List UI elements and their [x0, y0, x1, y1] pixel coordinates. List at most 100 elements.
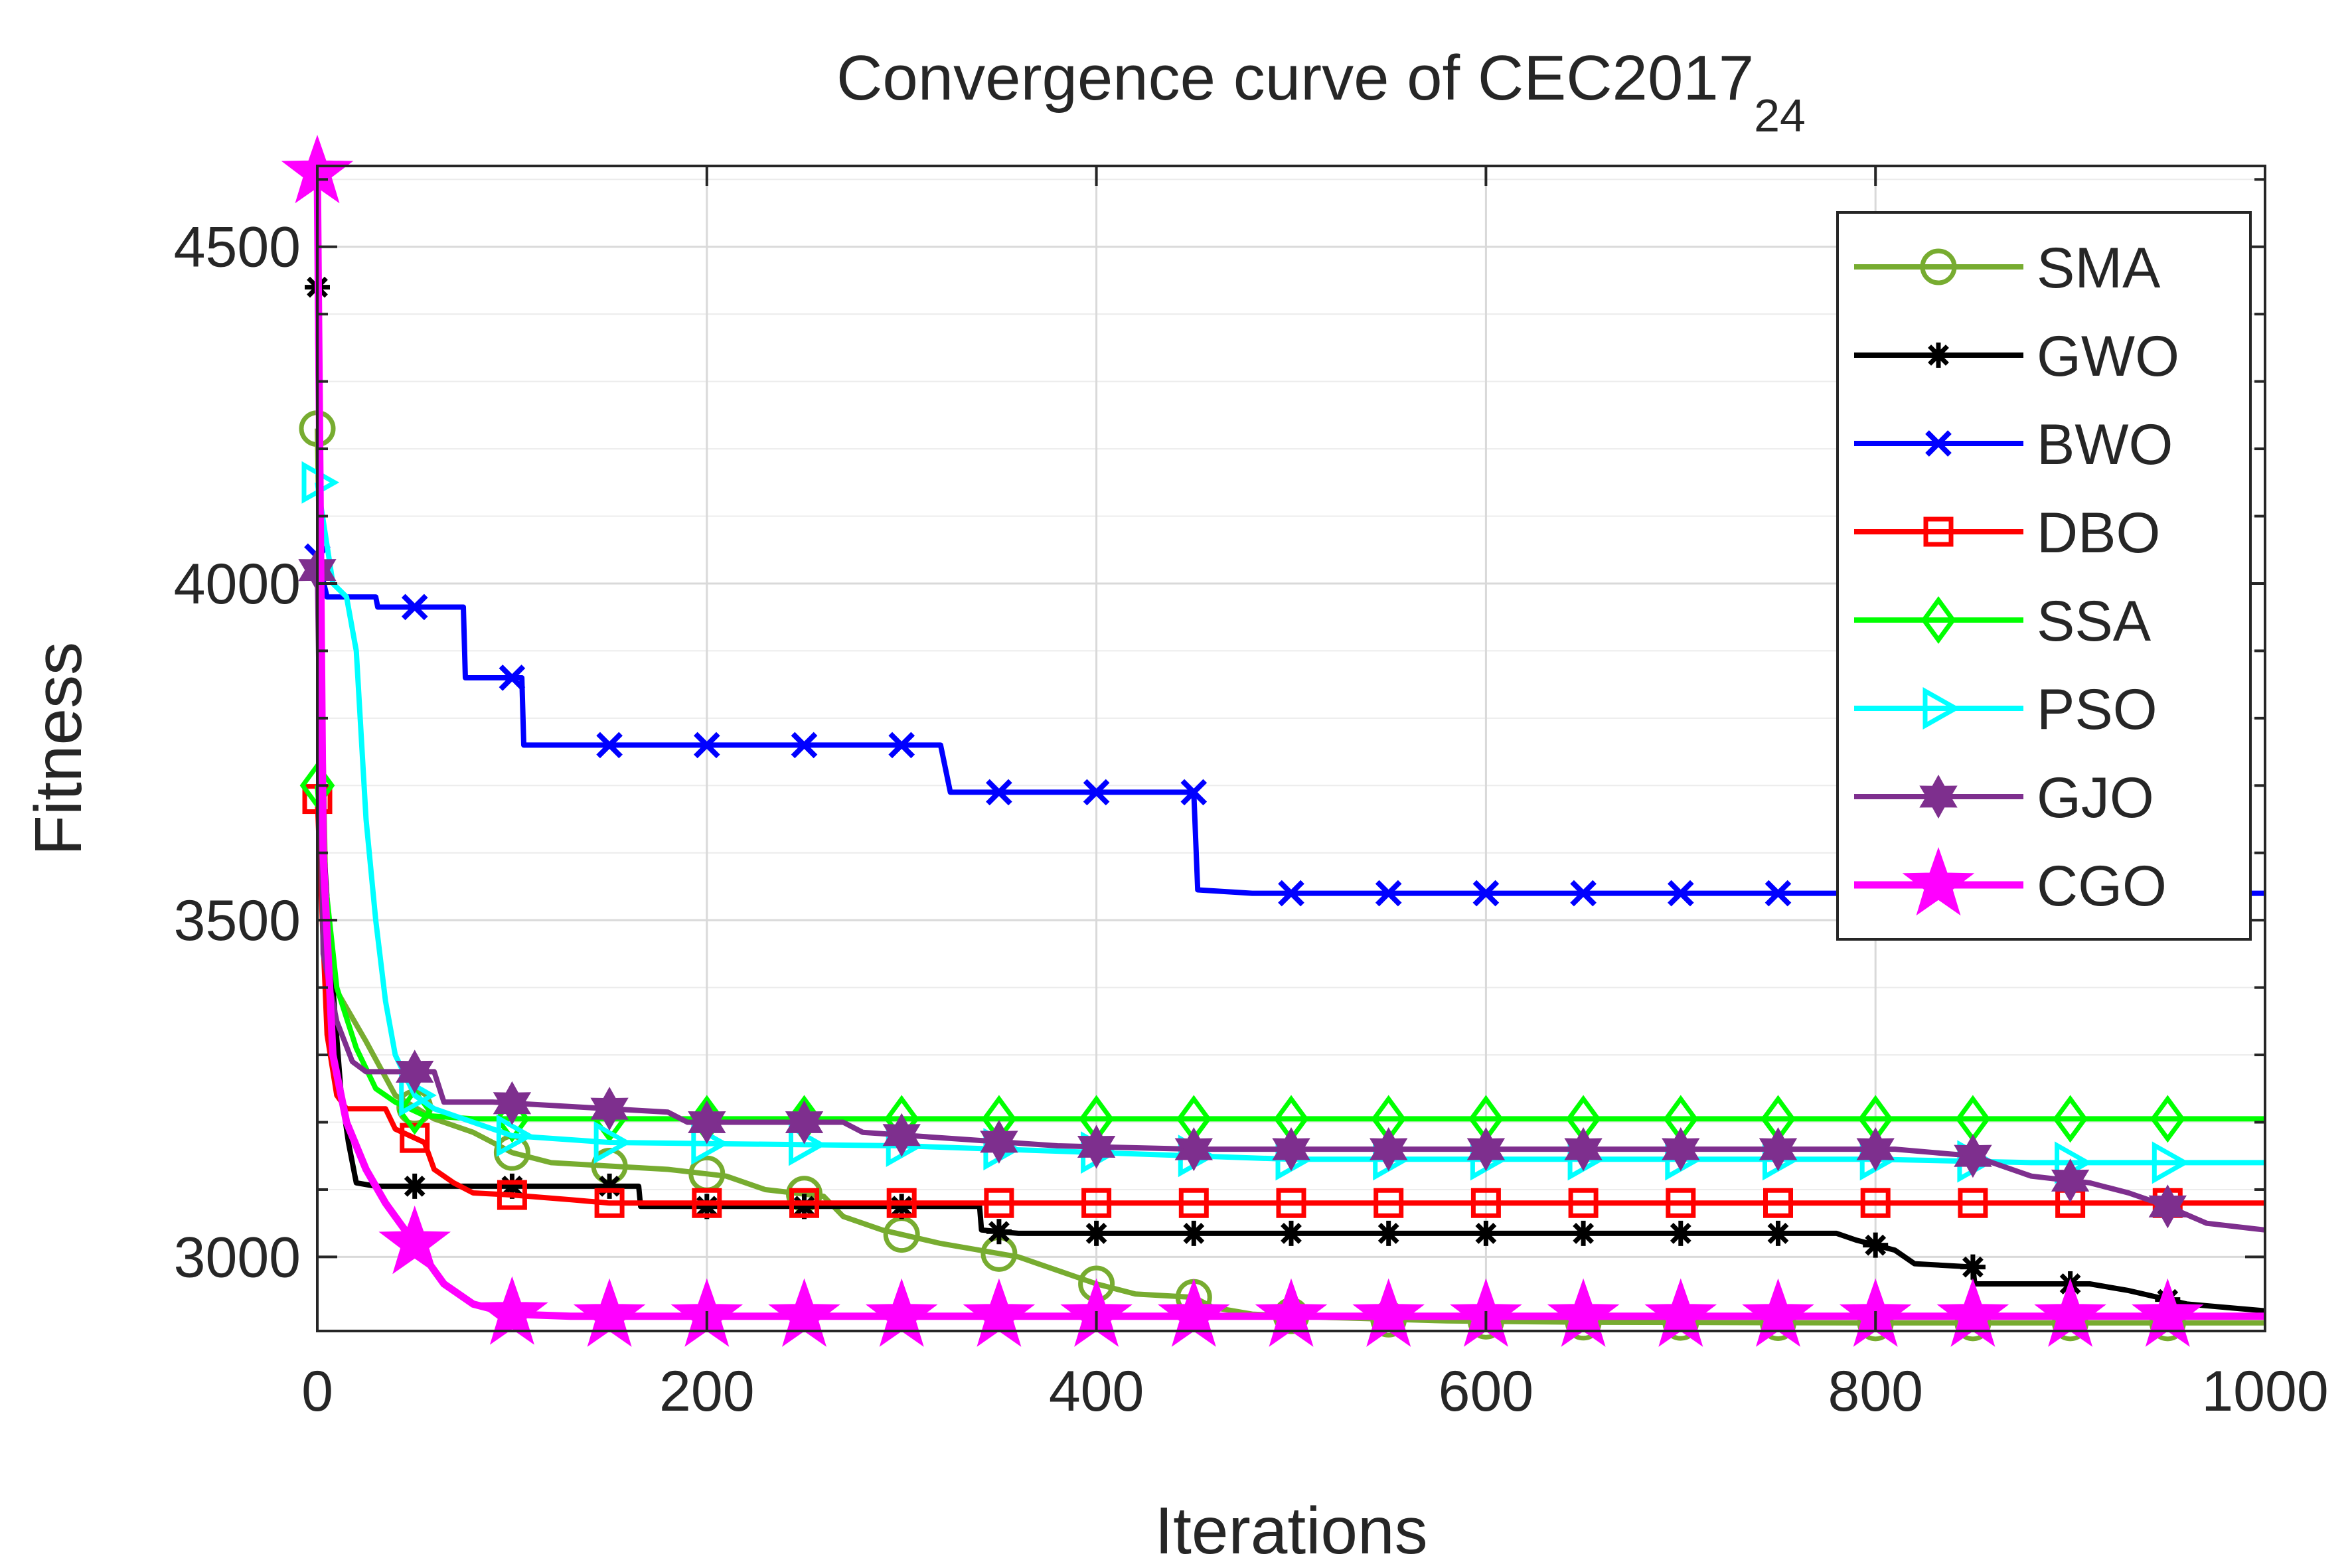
x-tick-label: 1000 — [2201, 1360, 2328, 1423]
legend-label: GJO — [2037, 766, 2154, 830]
data-point-gwo — [889, 1194, 915, 1219]
data-point-dbo — [1470, 1188, 1501, 1218]
legend-label: BWO — [2037, 413, 2173, 477]
data-point-dbo — [692, 1188, 722, 1218]
data-point-gwo — [1473, 1220, 1499, 1246]
data-point-gwo — [1571, 1220, 1597, 1246]
data-point-gjo — [590, 1087, 629, 1131]
y-tick-label: 3500 — [174, 889, 301, 953]
data-point-gjo — [1370, 1127, 1408, 1172]
data-point-pso — [496, 1114, 534, 1157]
data-point-gwo — [1181, 1220, 1207, 1246]
data-point-gwo — [1863, 1232, 1889, 1258]
x-tick-label: 400 — [1049, 1360, 1144, 1423]
legend-item-gjo: GJO — [1854, 766, 2154, 830]
data-point-gjo — [1564, 1127, 1603, 1172]
data-point-dbo — [886, 1188, 917, 1218]
data-point-gjo — [2148, 1184, 2187, 1229]
data-point-gwo — [402, 1173, 428, 1199]
data-point-dbo — [1373, 1188, 1404, 1218]
data-point-gwo — [791, 1194, 817, 1219]
legend-label: PSO — [2037, 678, 2157, 742]
data-point-gjo — [1954, 1134, 1992, 1178]
series-line-gjo — [315, 570, 2266, 1233]
data-point-bwo — [888, 732, 915, 759]
data-point-dbo — [594, 1188, 625, 1218]
legend-marker — [1919, 774, 1958, 819]
legend-item-cgo: CGO — [1854, 846, 2167, 918]
data-point-gjo — [1272, 1127, 1310, 1172]
data-point-dbo — [789, 1188, 819, 1218]
data-point-dbo — [400, 1123, 430, 1153]
legend-item-gwo: GWO — [1854, 325, 2179, 388]
data-point-bwo — [693, 732, 720, 759]
legend-item-bwo: BWO — [1854, 413, 2173, 477]
x-tick-label: 800 — [1828, 1360, 1923, 1423]
data-point-dbo — [1860, 1188, 1891, 1218]
data-point-dbo — [1081, 1188, 1112, 1218]
data-point-gjo — [980, 1119, 1018, 1164]
data-point-gwo — [1960, 1254, 1986, 1280]
legend-item-ssa: SSA — [1854, 589, 2152, 653]
data-point-dbo — [984, 1188, 1014, 1218]
legend-item-pso: PSO — [1854, 678, 2157, 742]
data-point-bwo — [1375, 880, 1402, 907]
legend-marker — [1902, 846, 1975, 916]
data-point-gjo — [785, 1100, 824, 1144]
legend-box — [1836, 211, 2252, 941]
legend-label: SSA — [2037, 589, 2152, 653]
plot-lines — [281, 135, 2266, 1347]
data-point-gjo — [882, 1113, 921, 1157]
data-point-pso — [593, 1121, 632, 1164]
x-tick-label: 0 — [301, 1360, 333, 1423]
data-point-dbo — [1958, 1188, 1988, 1218]
data-point-bwo — [1764, 880, 1792, 907]
data-point-cgo — [476, 1276, 548, 1345]
legend-marker — [1921, 596, 1956, 644]
data-point-gwo — [986, 1219, 1012, 1245]
data-point-bwo — [1278, 880, 1304, 907]
legend-marker — [1920, 248, 1957, 285]
x-tick-label: 200 — [659, 1360, 755, 1423]
chart-title-main: Convergence curve of CEC2017 — [836, 42, 1754, 114]
data-point-gwo — [1668, 1220, 1693, 1246]
axes-box — [316, 165, 2266, 1332]
data-point-bwo — [1472, 880, 1500, 907]
legend-label: DBO — [2037, 501, 2160, 565]
y-tick-label: 4000 — [174, 552, 301, 616]
data-point-gwo — [1765, 1220, 1791, 1246]
y-axis-label: Fitness — [21, 642, 96, 856]
data-point-dbo — [1178, 1188, 1209, 1218]
data-point-dbo — [1276, 1188, 1306, 1218]
data-point-ssa — [2150, 1095, 2185, 1143]
chart-title: Convergence curve of CEC201724 — [836, 42, 1806, 141]
data-point-cgo — [378, 1206, 451, 1275]
legend-label: GWO — [2037, 325, 2179, 388]
data-point-gjo — [493, 1081, 532, 1125]
data-point-gwo — [597, 1173, 623, 1199]
data-point-gjo — [1466, 1127, 1506, 1172]
data-point-gjo — [396, 1050, 434, 1094]
legend-marker — [1922, 687, 1961, 730]
chart-title-subscript: 24 — [1754, 90, 1806, 141]
data-point-pso — [2152, 1141, 2190, 1184]
y-tick-label: 4500 — [174, 216, 301, 279]
legend-label: CGO — [2037, 854, 2167, 918]
data-point-gwo — [1375, 1220, 1401, 1246]
series-gjo — [298, 548, 2266, 1233]
axis-ticks: 0 200 400 600 800 1000 3000 3500 4000 4500 — [174, 166, 2329, 1423]
data-point-gwo — [499, 1173, 525, 1199]
data-point-bwo — [791, 732, 818, 759]
legend-marker — [1923, 516, 1954, 547]
data-point-dbo — [1666, 1188, 1696, 1218]
data-point-ssa — [2053, 1095, 2088, 1143]
legend-marker — [1926, 343, 1951, 368]
legend-marker — [1925, 430, 1952, 457]
series-line-ssa — [315, 785, 2265, 1122]
series-line-bwo — [315, 556, 2265, 896]
legend-item-dbo: DBO — [1854, 501, 2160, 565]
data-point-bwo — [1570, 880, 1597, 907]
data-point-bwo — [1083, 779, 1110, 806]
legend: SMA GWO BWO DBO SSA PSO GJO CGO — [1836, 211, 2252, 941]
